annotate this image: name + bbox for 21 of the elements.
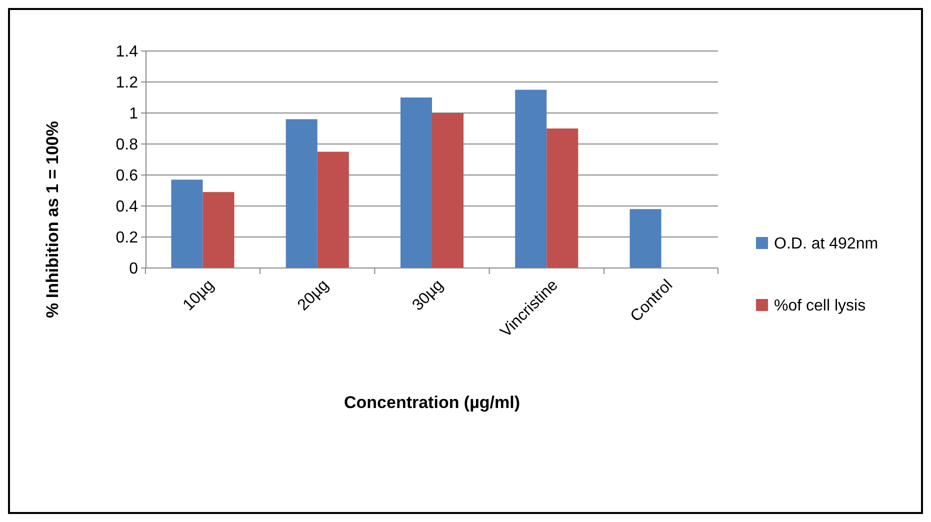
y-axis-title: % Inhibition as 1 = 100% — [43, 121, 62, 318]
bar — [400, 98, 432, 268]
bar — [546, 128, 578, 268]
bar — [432, 113, 464, 268]
y-tick-label: 0.8 — [116, 136, 138, 154]
y-tick-label: 0.2 — [116, 230, 138, 247]
bar — [286, 119, 318, 268]
legend-label: %of cell lysis — [774, 298, 866, 315]
y-tick-label: 1.4 — [116, 44, 138, 61]
y-tick-label: 1.2 — [116, 74, 138, 92]
bar — [171, 180, 203, 268]
y-tick-label: 0.6 — [116, 168, 138, 185]
bar — [630, 209, 662, 268]
legend-label: O.D. at 492nm — [774, 236, 878, 253]
y-tick-label: 1 — [129, 106, 138, 123]
x-axis-title: Concentration (µg/ml) — [344, 393, 520, 412]
bar — [202, 192, 234, 268]
y-tick-label: 0.4 — [116, 198, 138, 216]
y-tick-label: 0 — [129, 260, 138, 278]
bar — [317, 152, 349, 268]
bar — [515, 90, 547, 268]
